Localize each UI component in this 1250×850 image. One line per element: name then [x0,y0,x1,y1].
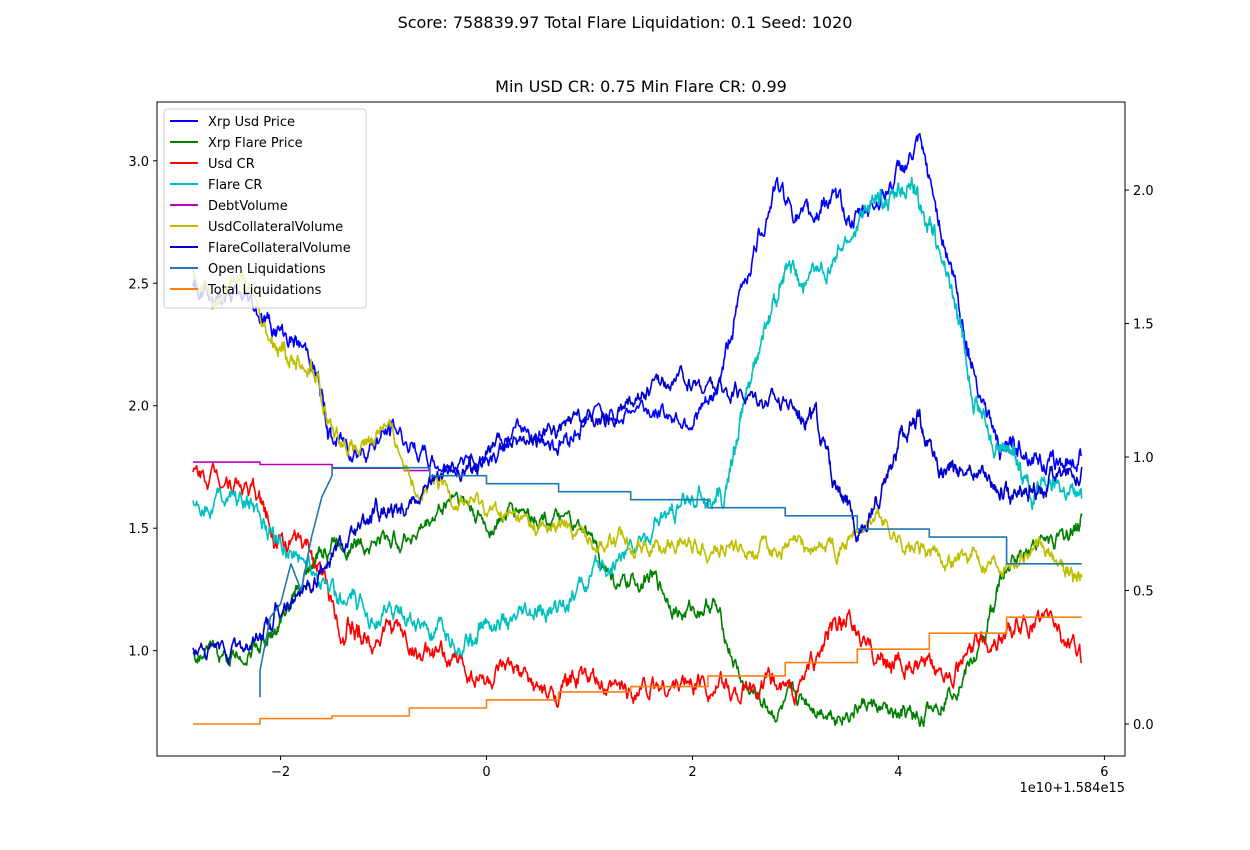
x-tick-label: −2 [271,765,290,780]
figure-suptitle: Score: 758839.97 Total Flare Liquidation… [397,13,853,32]
y-left-tick-label: 1.5 [128,522,149,537]
series-line-4 [193,461,430,472]
legend-label: Open Liquidations [208,262,326,277]
series-line-5 [192,268,1083,583]
x-tick-label: 6 [1100,765,1108,780]
y-right-tick-label: 1.5 [1133,318,1154,333]
y-left-tick-label: 1.0 [128,645,149,660]
legend-box [163,108,367,309]
x-axis-offset-label: 1e10+1.584e15 [1019,781,1125,796]
x-tick-label: 0 [482,765,490,780]
axes-frame [156,101,1126,757]
series-line-1 [192,491,1083,728]
series-line-2 [192,462,1083,709]
legend-label: Usd CR [208,157,255,172]
series-layer [192,132,1083,728]
y-right-tick-label: 1.0 [1133,451,1154,466]
y-left-tick-label: 2.5 [128,277,149,292]
series-line-6 [192,365,1083,665]
legend: Xrp Usd Price Xrp Flare Price Usd CR Flare … [163,108,367,309]
x-tick-label: 2 [688,765,696,780]
y-right-tick-label: 0.5 [1133,584,1154,599]
legend-label: Flare CR [208,178,262,193]
y-right-tick-label: 0.0 [1133,718,1154,733]
y-left-tick-label: 3.0 [128,155,149,170]
x-tick-label: 4 [894,765,902,780]
series-line-7 [259,466,1082,698]
legend-label: UsdCollateralVolume [208,220,343,235]
series-line-8 [193,616,1082,725]
legend-label: Total Liquidations [207,283,322,298]
series-line-0 [192,132,1083,476]
ticks-layer: −2 0 2 4 6 1.0 1.5 2.0 2.5 3.0 0.0 0.5 1.0 1.5 2.0 [128,155,1153,780]
legend-label: FlareCollateralVolume [208,241,351,256]
axes-title: Min USD CR: 0.75 Min Flare CR: 0.99 [495,77,787,96]
y-left-tick-label: 2.0 [128,400,149,415]
legend-label: DebtVolume [208,199,288,214]
legend-label: Xrp Flare Price [208,136,303,151]
legend-label: Xrp Usd Price [208,115,295,130]
y-right-tick-label: 2.0 [1133,184,1154,199]
